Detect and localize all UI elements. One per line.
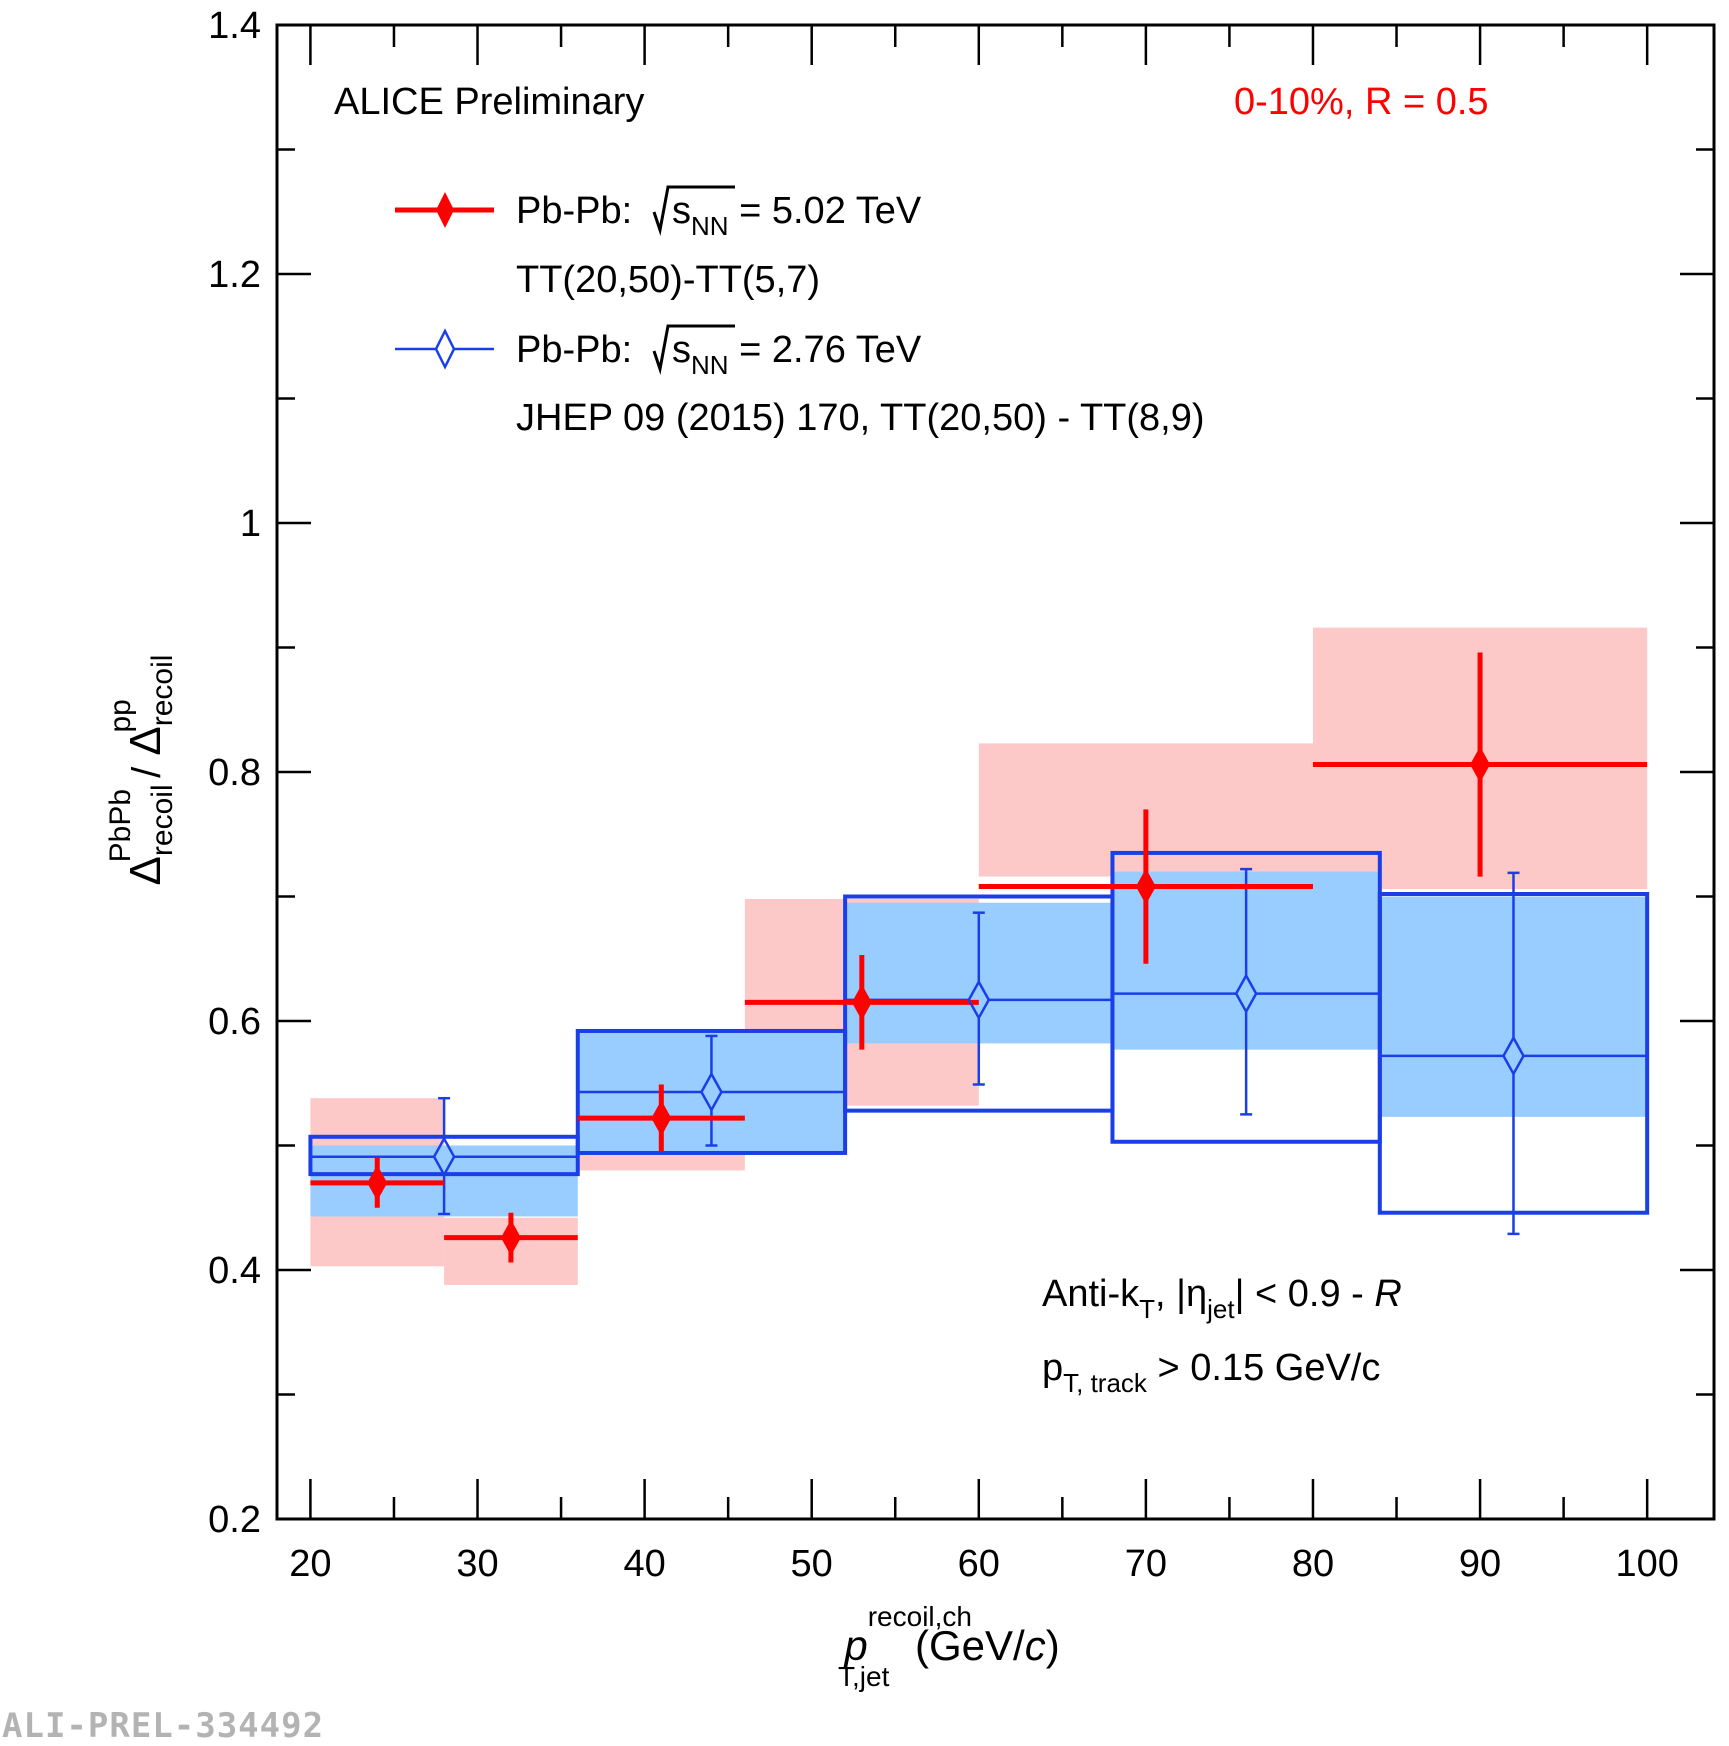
x-tick-label: 90 — [1459, 1543, 1501, 1585]
y-tick-label: 0.8 — [208, 752, 261, 794]
sqrt-sign-5tev — [652, 185, 735, 236]
x-tick-label: 30 — [456, 1543, 498, 1585]
blue-data-point — [1502, 1035, 1525, 1077]
x-tick-label: 80 — [1292, 1543, 1334, 1585]
track-cut: pT, track > 0.15 GeV/c — [1042, 1347, 1380, 1398]
x-tick-label: 50 — [791, 1543, 833, 1585]
red-data-point — [651, 1100, 672, 1137]
y-tick-label: 0.6 — [208, 1001, 261, 1043]
x-tick-label: 70 — [1125, 1543, 1167, 1585]
svg-text:Pb-Pb:: Pb-Pb: — [516, 329, 632, 371]
legend-entry-276tev: Pb-Pb: sNN = 2.76 TeV JHEP 09 (2015) 170… — [395, 324, 1205, 439]
experiment-label: ALICE Preliminary — [334, 81, 644, 123]
blue-data-point — [1234, 973, 1258, 1015]
chart: 20 30 40 50 60 70 80 90 100 0.2 0.4 0.6 0.8 1 1.2 1.4 Δ… — [104, 5, 1716, 1692]
x-tick-label: 100 — [1615, 1543, 1678, 1585]
blue-data-point — [700, 1071, 723, 1113]
svg-text:sNN = 2.76 TeV: sNN = 2.76 TeV — [672, 329, 922, 380]
y-tick-label: 1 — [240, 503, 261, 545]
legend-entry-5tev: Pb-Pb: sNN = 5.02 TeV TT(20,50)-TT(5,7) — [395, 185, 922, 301]
svg-text:sNN = 5.02 TeV: sNN = 5.02 TeV — [672, 190, 922, 241]
svg-text:TT(20,50)-TT(5,7): TT(20,50)-TT(5,7) — [516, 259, 820, 301]
red-data-point — [1135, 868, 1156, 905]
y-tick-label: 1.4 — [208, 5, 261, 47]
centrality-label: 0-10%, R = 0.5 — [1234, 81, 1489, 123]
blue-data-point — [967, 979, 991, 1021]
blue-data-point — [432, 1136, 456, 1178]
red-data-point — [1470, 746, 1491, 783]
y-tick-label: 0.2 — [208, 1499, 261, 1541]
sqrt-sign-276tev — [652, 324, 735, 375]
x-tick-label: 40 — [623, 1543, 665, 1585]
x-tick-label: 60 — [958, 1543, 1000, 1585]
red-data-point — [500, 1219, 521, 1256]
preliminary-id: ALI-PREL-334492 — [2, 1706, 325, 1746]
y-axis-label: ΔrecoilPbPb / Δrecoilpp — [104, 655, 179, 886]
legend-marker-276tev — [434, 328, 456, 370]
x-tick-label: 20 — [289, 1543, 331, 1585]
jet-definition: Anti-kT, |ηjet| < 0.9 - R — [1042, 1273, 1402, 1324]
y-tick-label: 0.4 — [208, 1250, 261, 1292]
svg-text:JHEP 09 (2015) 170, TT(20,50): JHEP 09 (2015) 170, TT(20,50) - TT(8,9) — [516, 397, 1205, 439]
svg-text:Pb-Pb:: Pb-Pb: — [516, 190, 632, 232]
y-tick-label: 1.2 — [208, 254, 261, 296]
red-data-point — [851, 984, 872, 1021]
x-axis-label: precoil,ch T,jet (GeV/c) — [838, 1601, 1060, 1692]
red-data-point — [367, 1164, 388, 1201]
legend-marker-5tev — [436, 192, 454, 228]
